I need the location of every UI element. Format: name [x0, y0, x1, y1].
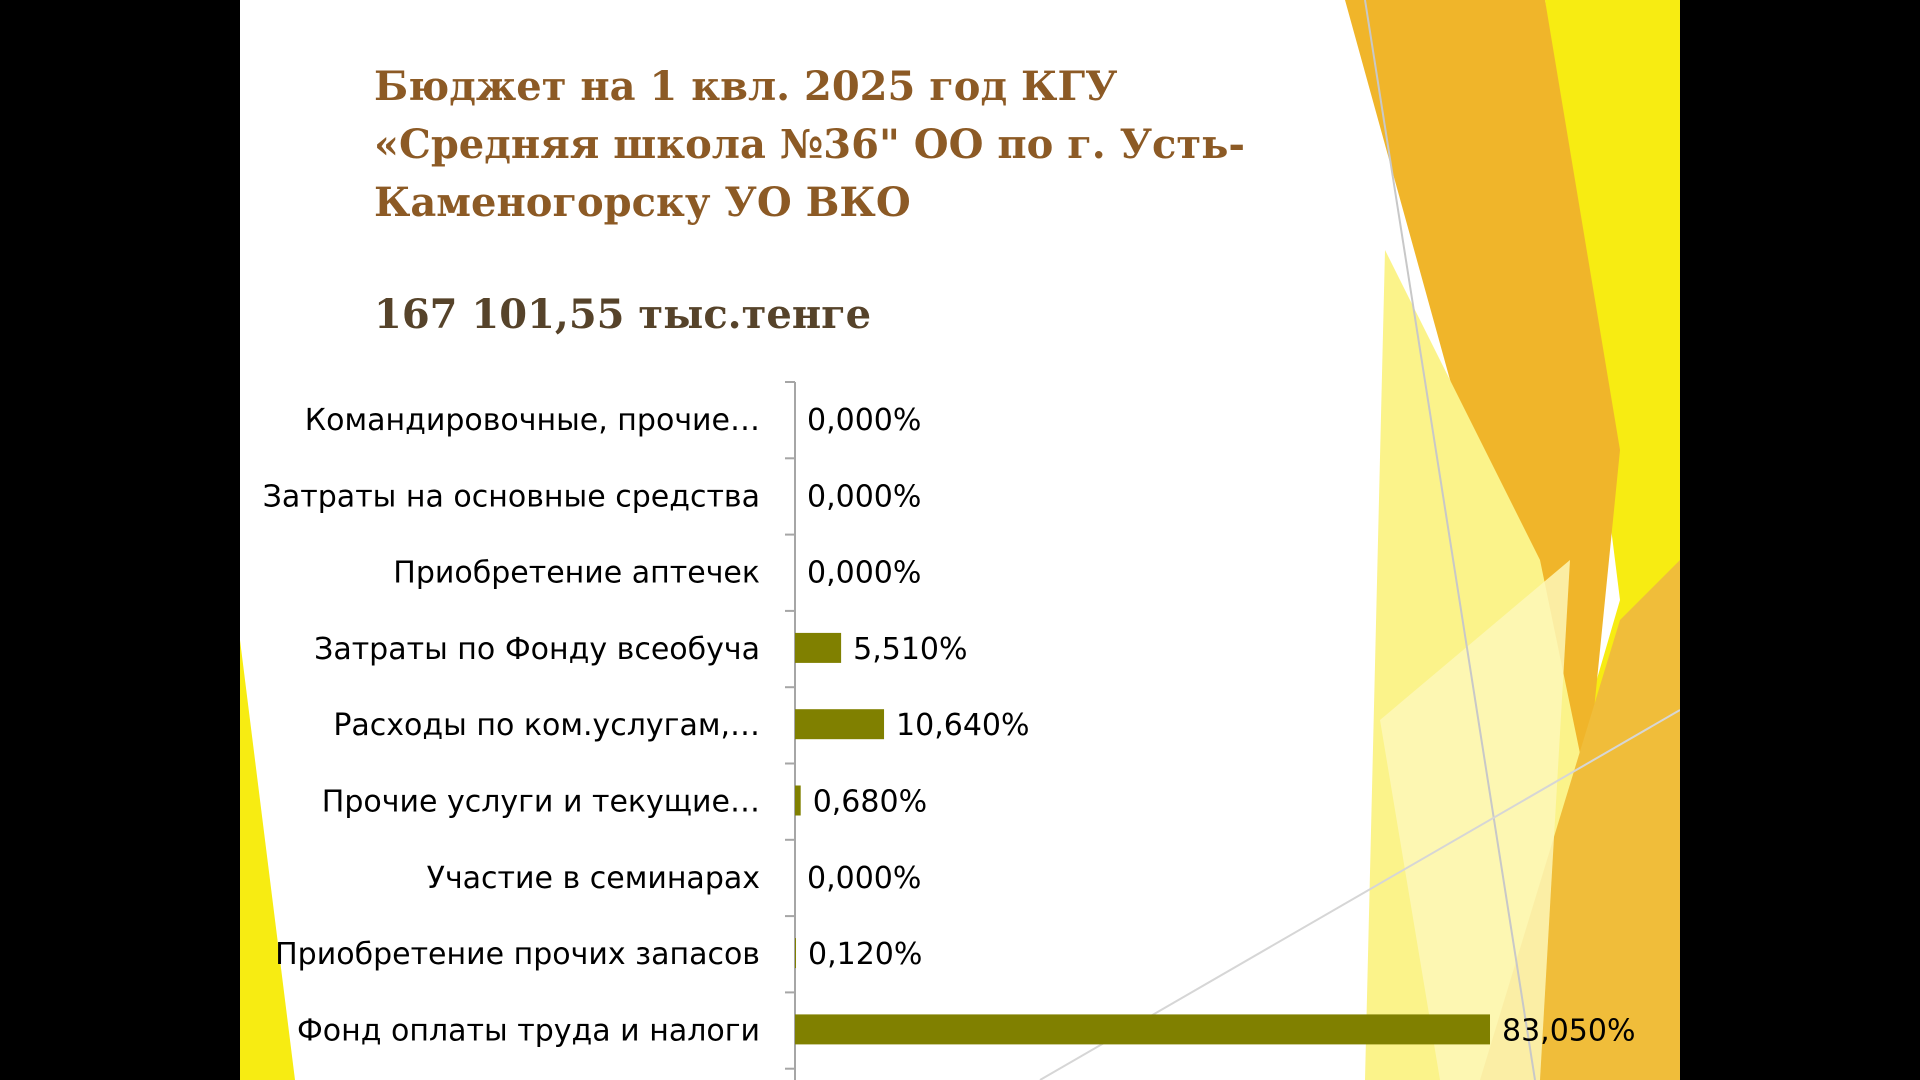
category-label-4: Расходы по ком.услугам,… — [333, 708, 760, 743]
bar-4 — [795, 709, 885, 740]
value-label-5: 0,680% — [813, 785, 927, 820]
chart-axis — [785, 381, 796, 1080]
bar-3 — [795, 632, 842, 663]
value-label-1: 0,000% — [807, 479, 921, 514]
budget-total: 167 101,55 тыс.тенге — [374, 291, 872, 338]
chart-value-labels: 0,000% 0,000% 0,000% 5,510% 10,640% 0,680% 0,0… — [807, 403, 1635, 1048]
slide-title: Бюджет на 1 квл. 2025 год КГУ «Средняя ш… — [374, 63, 1245, 226]
deco-thin-line-1 — [1364, 0, 1536, 1080]
category-label-8: Фонд оплаты труда и налоги — [297, 1013, 760, 1048]
value-label-4: 10,640% — [896, 708, 1029, 743]
slide: Бюджет на 1 квл. 2025 год КГУ «Средняя ш… — [240, 0, 1680, 1080]
deco-pale-shape — [1380, 560, 1570, 1080]
bar-8 — [795, 1014, 1490, 1045]
value-label-3: 5,510% — [853, 632, 967, 667]
chart-category-labels: Командировочные, прочие… Затраты на основ… — [263, 403, 760, 1048]
value-label-7: 0,120% — [808, 937, 922, 972]
deco-left-yellow-shape — [240, 640, 295, 1080]
chart-bars — [795, 632, 1490, 1045]
value-label-0: 0,000% — [807, 403, 921, 438]
category-label-3: Затраты по Фонду всеобуча — [314, 632, 760, 667]
category-label-2: Приобретение аптечек — [393, 556, 760, 591]
value-label-6: 0,000% — [807, 861, 921, 896]
bar-5 — [795, 785, 801, 816]
bar-7 — [795, 938, 797, 969]
decorative-background-shapes — [240, 0, 1680, 1080]
value-label-2: 0,000% — [807, 556, 921, 591]
category-label-5: Прочие услуги и текущие… — [322, 785, 760, 820]
value-label-8: 83,050% — [1502, 1013, 1635, 1048]
category-label-1: Затраты на основные средства — [263, 479, 760, 514]
category-label-0: Командировочные, прочие… — [305, 403, 760, 438]
category-label-7: Приобретение прочих запасов — [275, 937, 760, 972]
category-label-6: Участие в семинарах — [427, 861, 760, 896]
